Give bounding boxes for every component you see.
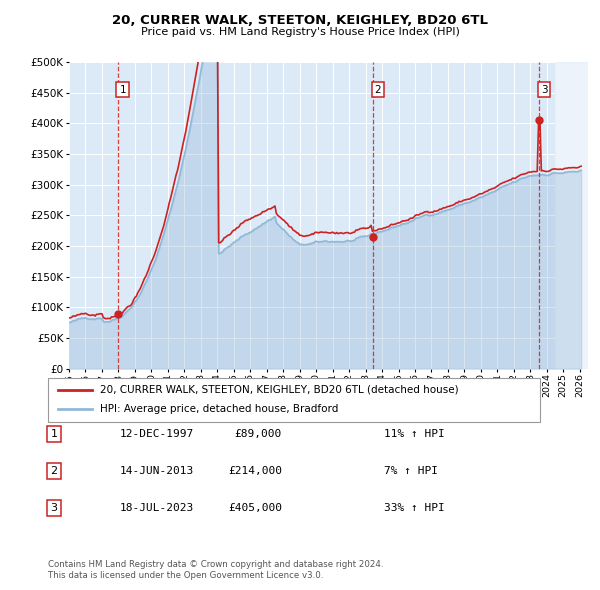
- Text: £214,000: £214,000: [228, 466, 282, 476]
- Text: 12-DEC-1997: 12-DEC-1997: [120, 429, 194, 438]
- Text: 1: 1: [119, 84, 126, 94]
- Bar: [555, 62, 596, 369]
- Text: 14-JUN-2013: 14-JUN-2013: [120, 466, 194, 476]
- Text: Price paid vs. HM Land Registry's House Price Index (HPI): Price paid vs. HM Land Registry's House …: [140, 28, 460, 37]
- Text: £89,000: £89,000: [235, 429, 282, 438]
- Text: 1: 1: [50, 429, 58, 438]
- Text: 3: 3: [50, 503, 58, 513]
- Text: 20, CURRER WALK, STEETON, KEIGHLEY, BD20 6TL: 20, CURRER WALK, STEETON, KEIGHLEY, BD20…: [112, 14, 488, 27]
- Text: 18-JUL-2023: 18-JUL-2023: [120, 503, 194, 513]
- FancyBboxPatch shape: [48, 378, 540, 422]
- Text: 3: 3: [541, 84, 548, 94]
- Text: HPI: Average price, detached house, Bradford: HPI: Average price, detached house, Brad…: [100, 405, 338, 414]
- Text: Contains HM Land Registry data © Crown copyright and database right 2024.: Contains HM Land Registry data © Crown c…: [48, 560, 383, 569]
- Text: 33% ↑ HPI: 33% ↑ HPI: [384, 503, 445, 513]
- Bar: [555, 62, 596, 369]
- Text: This data is licensed under the Open Government Licence v3.0.: This data is licensed under the Open Gov…: [48, 571, 323, 580]
- Text: £405,000: £405,000: [228, 503, 282, 513]
- Text: 2: 2: [50, 466, 58, 476]
- Text: 2: 2: [375, 84, 382, 94]
- Text: 20, CURRER WALK, STEETON, KEIGHLEY, BD20 6TL (detached house): 20, CURRER WALK, STEETON, KEIGHLEY, BD20…: [100, 385, 458, 395]
- Text: 11% ↑ HPI: 11% ↑ HPI: [384, 429, 445, 438]
- Text: 7% ↑ HPI: 7% ↑ HPI: [384, 466, 438, 476]
